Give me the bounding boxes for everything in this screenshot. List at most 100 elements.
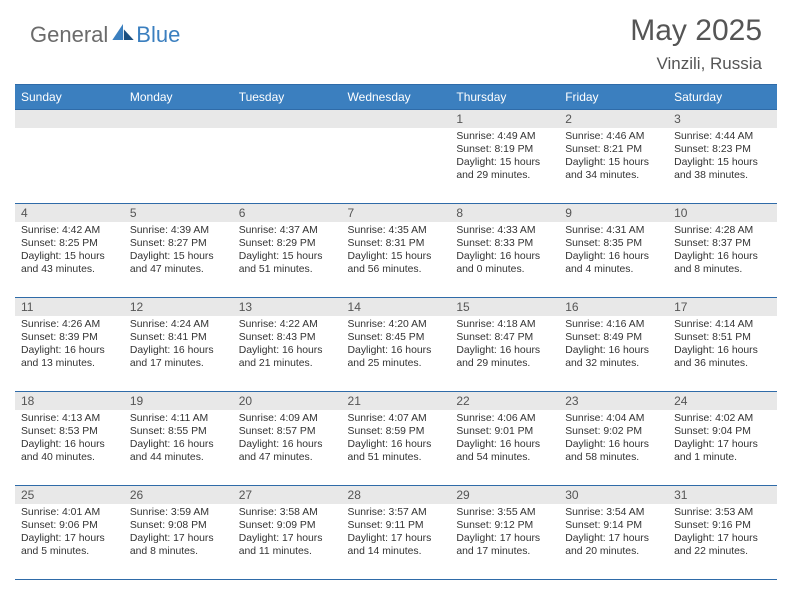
sunrise-text: Sunrise: 4:22 AM	[239, 318, 336, 331]
sunrise-text: Sunrise: 3:53 AM	[674, 506, 771, 519]
daylight-text-2: and 51 minutes.	[348, 451, 445, 464]
daylight-text-1: Daylight: 16 hours	[21, 344, 118, 357]
sunrise-text: Sunrise: 4:26 AM	[21, 318, 118, 331]
sunrise-text: Sunrise: 4:20 AM	[348, 318, 445, 331]
day-number: 29	[450, 486, 559, 504]
sunset-text: Sunset: 8:47 PM	[456, 331, 553, 344]
sunrise-text: Sunrise: 4:24 AM	[130, 318, 227, 331]
daylight-text-1: Daylight: 17 hours	[130, 532, 227, 545]
day-number	[233, 110, 342, 128]
day-number: 19	[124, 392, 233, 410]
sunrise-text: Sunrise: 4:33 AM	[456, 224, 553, 237]
daylight-text-1: Daylight: 16 hours	[239, 344, 336, 357]
calendar-cell: 29Sunrise: 3:55 AMSunset: 9:12 PMDayligh…	[450, 486, 559, 580]
sunset-text: Sunset: 8:45 PM	[348, 331, 445, 344]
calendar-row: 18Sunrise: 4:13 AMSunset: 8:53 PMDayligh…	[15, 392, 777, 486]
day-details: Sunrise: 4:44 AMSunset: 8:23 PMDaylight:…	[668, 128, 777, 186]
calendar-cell: 27Sunrise: 3:58 AMSunset: 9:09 PMDayligh…	[233, 486, 342, 580]
calendar-cell: 8Sunrise: 4:33 AMSunset: 8:33 PMDaylight…	[450, 204, 559, 298]
sunset-text: Sunset: 8:37 PM	[674, 237, 771, 250]
day-number	[15, 110, 124, 128]
sunset-text: Sunset: 8:51 PM	[674, 331, 771, 344]
daylight-text-2: and 54 minutes.	[456, 451, 553, 464]
daylight-text-1: Daylight: 16 hours	[674, 344, 771, 357]
sunrise-text: Sunrise: 4:28 AM	[674, 224, 771, 237]
day-details	[233, 128, 342, 188]
day-details: Sunrise: 4:01 AMSunset: 9:06 PMDaylight:…	[15, 504, 124, 562]
daylight-text-2: and 40 minutes.	[21, 451, 118, 464]
sunset-text: Sunset: 8:49 PM	[565, 331, 662, 344]
daylight-text-2: and 44 minutes.	[130, 451, 227, 464]
calendar-cell	[342, 110, 451, 204]
sunset-text: Sunset: 9:14 PM	[565, 519, 662, 532]
calendar-cell: 16Sunrise: 4:16 AMSunset: 8:49 PMDayligh…	[559, 298, 668, 392]
day-details: Sunrise: 4:04 AMSunset: 9:02 PMDaylight:…	[559, 410, 668, 468]
day-number: 28	[342, 486, 451, 504]
day-number: 24	[668, 392, 777, 410]
sunset-text: Sunset: 9:06 PM	[21, 519, 118, 532]
day-number: 15	[450, 298, 559, 316]
daylight-text-1: Daylight: 16 hours	[348, 438, 445, 451]
sunrise-text: Sunrise: 4:04 AM	[565, 412, 662, 425]
sunset-text: Sunset: 8:57 PM	[239, 425, 336, 438]
sunset-text: Sunset: 8:43 PM	[239, 331, 336, 344]
calendar-cell: 19Sunrise: 4:11 AMSunset: 8:55 PMDayligh…	[124, 392, 233, 486]
sunset-text: Sunset: 9:09 PM	[239, 519, 336, 532]
page-header: General Blue May 2025 Vinzili, Russia	[0, 0, 792, 84]
day-details: Sunrise: 4:11 AMSunset: 8:55 PMDaylight:…	[124, 410, 233, 468]
sunrise-text: Sunrise: 4:13 AM	[21, 412, 118, 425]
calendar-cell: 1Sunrise: 4:49 AMSunset: 8:19 PMDaylight…	[450, 110, 559, 204]
day-header: Tuesday	[233, 85, 342, 110]
day-details	[342, 128, 451, 188]
day-number: 20	[233, 392, 342, 410]
sunset-text: Sunset: 8:19 PM	[456, 143, 553, 156]
day-details: Sunrise: 4:24 AMSunset: 8:41 PMDaylight:…	[124, 316, 233, 374]
daylight-text-2: and 20 minutes.	[565, 545, 662, 558]
brand-part1: General	[30, 22, 108, 48]
day-number: 11	[15, 298, 124, 316]
day-details: Sunrise: 4:06 AMSunset: 9:01 PMDaylight:…	[450, 410, 559, 468]
calendar-cell: 21Sunrise: 4:07 AMSunset: 8:59 PMDayligh…	[342, 392, 451, 486]
day-details: Sunrise: 4:26 AMSunset: 8:39 PMDaylight:…	[15, 316, 124, 374]
day-number: 26	[124, 486, 233, 504]
day-number: 18	[15, 392, 124, 410]
day-number: 22	[450, 392, 559, 410]
daylight-text-1: Daylight: 16 hours	[130, 438, 227, 451]
sunrise-text: Sunrise: 3:58 AM	[239, 506, 336, 519]
sunrise-text: Sunrise: 4:06 AM	[456, 412, 553, 425]
day-details: Sunrise: 3:55 AMSunset: 9:12 PMDaylight:…	[450, 504, 559, 562]
sunrise-text: Sunrise: 3:59 AM	[130, 506, 227, 519]
calendar-cell: 12Sunrise: 4:24 AMSunset: 8:41 PMDayligh…	[124, 298, 233, 392]
calendar-cell: 9Sunrise: 4:31 AMSunset: 8:35 PMDaylight…	[559, 204, 668, 298]
day-details: Sunrise: 4:14 AMSunset: 8:51 PMDaylight:…	[668, 316, 777, 374]
day-details: Sunrise: 4:33 AMSunset: 8:33 PMDaylight:…	[450, 222, 559, 280]
calendar-row: 11Sunrise: 4:26 AMSunset: 8:39 PMDayligh…	[15, 298, 777, 392]
day-details: Sunrise: 4:07 AMSunset: 8:59 PMDaylight:…	[342, 410, 451, 468]
sunrise-text: Sunrise: 4:01 AM	[21, 506, 118, 519]
daylight-text-2: and 17 minutes.	[130, 357, 227, 370]
sunrise-text: Sunrise: 4:18 AM	[456, 318, 553, 331]
daylight-text-1: Daylight: 15 hours	[674, 156, 771, 169]
sunset-text: Sunset: 9:16 PM	[674, 519, 771, 532]
brand-logo: General Blue	[30, 22, 180, 48]
day-header: Wednesday	[342, 85, 451, 110]
calendar-row: 4Sunrise: 4:42 AMSunset: 8:25 PMDaylight…	[15, 204, 777, 298]
calendar-cell: 18Sunrise: 4:13 AMSunset: 8:53 PMDayligh…	[15, 392, 124, 486]
calendar-cell	[233, 110, 342, 204]
daylight-text-2: and 5 minutes.	[21, 545, 118, 558]
daylight-text-2: and 11 minutes.	[239, 545, 336, 558]
calendar-cell: 4Sunrise: 4:42 AMSunset: 8:25 PMDaylight…	[15, 204, 124, 298]
sunrise-text: Sunrise: 4:46 AM	[565, 130, 662, 143]
daylight-text-2: and 32 minutes.	[565, 357, 662, 370]
calendar-cell: 5Sunrise: 4:39 AMSunset: 8:27 PMDaylight…	[124, 204, 233, 298]
sunset-text: Sunset: 9:12 PM	[456, 519, 553, 532]
day-number: 1	[450, 110, 559, 128]
day-header-row: Sunday Monday Tuesday Wednesday Thursday…	[15, 85, 777, 110]
day-details: Sunrise: 4:02 AMSunset: 9:04 PMDaylight:…	[668, 410, 777, 468]
calendar-cell: 7Sunrise: 4:35 AMSunset: 8:31 PMDaylight…	[342, 204, 451, 298]
sunrise-text: Sunrise: 4:44 AM	[674, 130, 771, 143]
daylight-text-2: and 47 minutes.	[239, 451, 336, 464]
calendar-cell: 26Sunrise: 3:59 AMSunset: 9:08 PMDayligh…	[124, 486, 233, 580]
daylight-text-2: and 14 minutes.	[348, 545, 445, 558]
daylight-text-1: Daylight: 16 hours	[456, 438, 553, 451]
